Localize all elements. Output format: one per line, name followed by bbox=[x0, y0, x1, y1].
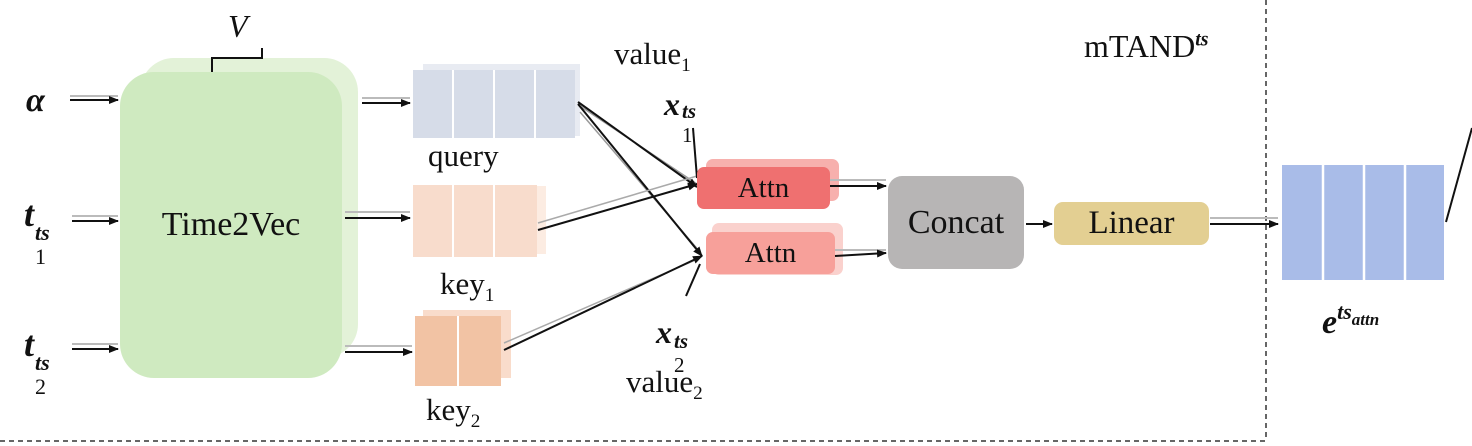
query-label: query bbox=[428, 138, 499, 173]
time2vec-label: Time2Vec bbox=[161, 206, 301, 243]
linear-label: Linear bbox=[1088, 205, 1175, 241]
time2vec-block bbox=[120, 58, 358, 378]
attn1-block bbox=[697, 159, 839, 209]
attn2-block bbox=[706, 223, 843, 275]
query-vector bbox=[413, 64, 580, 138]
key2-vector bbox=[415, 310, 511, 386]
attn2-label: Attn bbox=[744, 236, 797, 269]
key1-vector bbox=[413, 185, 546, 257]
output-vector bbox=[1282, 165, 1444, 280]
time2vec-box bbox=[120, 72, 342, 378]
input-alpha: α bbox=[26, 82, 45, 119]
key2-label: key2 bbox=[426, 392, 481, 433]
linear-box bbox=[1054, 202, 1209, 245]
linear-to-output-arrow bbox=[1210, 217, 1279, 228]
attn1-label: Attn bbox=[737, 171, 790, 204]
time2vec-output-arrows bbox=[345, 97, 413, 356]
value1-label: value1 bbox=[614, 36, 691, 77]
value2-label: value2 bbox=[626, 364, 703, 405]
input-t2: t ts 2 bbox=[24, 324, 50, 399]
input-t1: t ts 1 bbox=[24, 194, 50, 269]
attention-edges bbox=[503, 101, 703, 351]
output-continuation-line bbox=[1445, 127, 1472, 223]
concat-label: Concat bbox=[907, 203, 1005, 241]
output-label: etsattn bbox=[1322, 299, 1380, 341]
module-title: mTANDts bbox=[1084, 28, 1209, 64]
mtand-module-border bbox=[0, 0, 1267, 442]
concat-box bbox=[888, 176, 1024, 269]
input-arrows bbox=[70, 95, 119, 353]
x2-label: x ts 2 bbox=[656, 314, 689, 377]
x1-label: x ts 1 bbox=[664, 86, 697, 147]
time2vec-dim-label: V bbox=[228, 8, 248, 44]
attn-to-concat-arrows bbox=[830, 179, 887, 258]
key1-label: key1 bbox=[440, 266, 495, 307]
